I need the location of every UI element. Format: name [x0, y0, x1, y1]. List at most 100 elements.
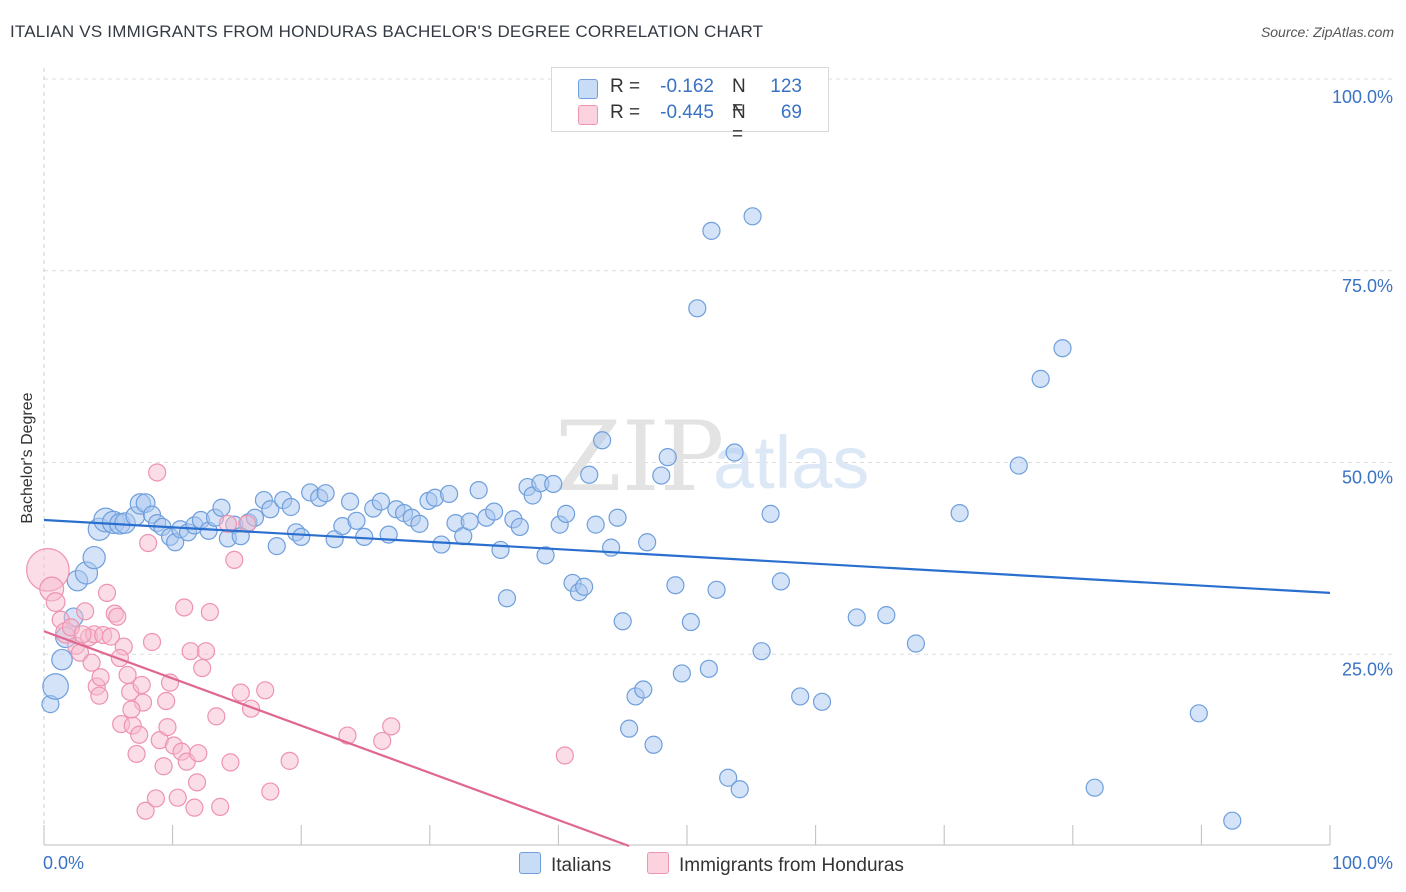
italians-point: [743, 207, 762, 226]
italians-point: [1085, 778, 1104, 797]
italians-point: [410, 514, 429, 533]
series-legend: Italians Immigrants from Honduras: [0, 852, 1406, 878]
honduras-point: [280, 751, 299, 770]
honduras-point: [181, 642, 200, 661]
italians-point: [608, 508, 627, 527]
honduras-point: [241, 699, 261, 718]
legend-r-value: -0.162: [660, 76, 714, 97]
italians-point: [432, 535, 451, 554]
italians-point: [688, 299, 707, 318]
italians-point: [575, 577, 594, 596]
honduras-point: [97, 583, 117, 602]
legend-label-honduras: Immigrants from Honduras: [679, 855, 904, 876]
honduras-point: [256, 681, 275, 700]
honduras-point: [200, 602, 219, 622]
italians-point: [725, 443, 744, 462]
italians-point: [469, 481, 488, 500]
italians-point: [638, 533, 657, 552]
y-tick-label: 75.0%: [1342, 276, 1393, 296]
italians-point: [812, 692, 832, 711]
italians-point: [620, 719, 639, 738]
correlation-legend: R = -0.162 N = 123 R = -0.445 N = 69: [551, 67, 829, 145]
watermark-zip: ZIP: [555, 401, 724, 513]
italians-point: [730, 780, 749, 799]
italians-point: [51, 648, 73, 671]
source-label: Source: ZipAtlas.com: [1260, 24, 1394, 40]
honduras-point: [157, 691, 176, 711]
honduras-point: [82, 653, 101, 672]
italians-point: [593, 431, 612, 450]
italians-point: [510, 517, 529, 537]
italians-point: [491, 540, 510, 560]
italians-point: [719, 768, 738, 787]
honduras-point: [76, 602, 95, 621]
honduras-point: [555, 746, 574, 765]
legend-item-italians: Italians: [519, 852, 611, 877]
honduras-point: [193, 658, 212, 678]
italians-point: [212, 498, 231, 517]
honduras-point: [231, 683, 250, 702]
honduras-point: [221, 753, 240, 772]
legend-n-label: N =: [732, 102, 746, 145]
honduras-point: [187, 773, 207, 792]
italians-point: [613, 612, 632, 631]
honduras-point: [261, 782, 280, 801]
italians-point: [1053, 339, 1072, 358]
legend-n-value: 69: [780, 102, 802, 123]
y-tick-label: 50.0%: [1342, 468, 1393, 488]
italians-point: [658, 448, 677, 467]
italians-point: [1009, 456, 1028, 475]
italians-point: [544, 474, 563, 494]
legend-item-honduras: Immigrants from Honduras: [647, 852, 904, 877]
italians-point: [371, 492, 391, 511]
honduras-point: [91, 668, 110, 687]
italians-point: [771, 572, 790, 591]
italians-point: [485, 502, 504, 521]
italians-point: [82, 545, 106, 570]
honduras-point: [101, 627, 120, 646]
honduras-point: [225, 550, 244, 570]
honduras-point: [45, 592, 66, 613]
italians-point: [702, 221, 721, 240]
honduras-point: [207, 707, 226, 726]
honduras-point: [132, 675, 151, 695]
honduras-point: [136, 801, 155, 820]
trend-lines: [43, 518, 1331, 848]
honduras-point: [90, 686, 109, 705]
italians-point: [281, 497, 301, 517]
italians-point: [292, 527, 311, 546]
legend-label-italians: Italians: [551, 855, 612, 876]
italians-point: [586, 515, 605, 534]
italians-point: [681, 612, 700, 632]
honduras-point: [122, 700, 141, 719]
italians-point: [1031, 369, 1050, 388]
legend-n-value: 123: [770, 76, 802, 97]
legend-r-label: R =: [610, 76, 641, 97]
legend-swatch-honduras: [578, 105, 598, 125]
honduras-point: [185, 798, 204, 817]
legend-swatch-honduras: [647, 852, 669, 874]
honduras-point: [338, 726, 357, 745]
honduras-point: [189, 744, 208, 763]
italians-point: [877, 606, 896, 625]
honduras-trend-line: [43, 630, 630, 848]
italians-point: [316, 484, 335, 503]
y-tick-label: 100.0%: [1332, 87, 1393, 107]
honduras-point: [139, 533, 158, 553]
honduras-point: [168, 788, 187, 807]
y-tick-label: 25.0%: [1342, 659, 1393, 679]
x-tick-label: 0.0%: [43, 853, 84, 873]
grid-lines: [44, 78, 1395, 655]
legend-swatch-italians: [578, 79, 598, 99]
italians-point: [261, 500, 280, 519]
honduras-point: [196, 642, 216, 661]
italians-point: [644, 735, 663, 754]
italians-point: [340, 492, 360, 511]
italians-point: [580, 465, 599, 484]
honduras-point: [158, 718, 177, 737]
italians-point: [672, 664, 691, 683]
honduras-point: [238, 514, 257, 533]
x-tick-label: 100.0%: [1332, 853, 1393, 873]
legend-n-label: N =: [732, 76, 746, 119]
